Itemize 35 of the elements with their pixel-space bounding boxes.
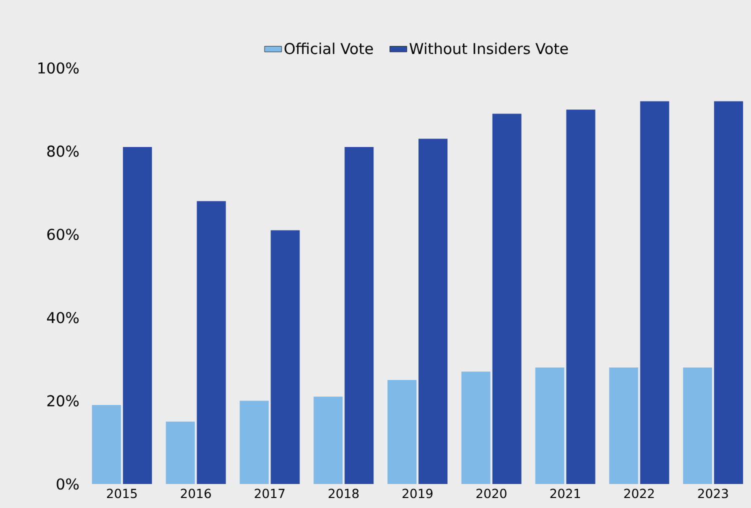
x-tick-label: 2016 bbox=[180, 488, 211, 498]
y-tick-label: 0% bbox=[56, 478, 79, 490]
bar bbox=[240, 400, 269, 484]
legend-label: Official Vote bbox=[284, 42, 373, 54]
x-tick-label: 2022 bbox=[624, 488, 654, 498]
bar bbox=[196, 201, 226, 484]
bar bbox=[418, 138, 448, 484]
x-tick-label: 2019 bbox=[402, 488, 432, 498]
legend-label: Without Insiders Vote bbox=[410, 42, 568, 54]
bar bbox=[683, 368, 712, 484]
bar bbox=[388, 380, 416, 484]
bar bbox=[492, 114, 522, 484]
bar bbox=[92, 404, 121, 484]
x-tick-label: 2021 bbox=[550, 488, 580, 498]
x-tick-label: 2018 bbox=[328, 488, 359, 498]
bar bbox=[535, 368, 564, 484]
bar bbox=[270, 230, 300, 484]
bar bbox=[166, 422, 195, 484]
x-tick-label: 2023 bbox=[698, 488, 728, 498]
y-tick-label: 60% bbox=[47, 228, 79, 240]
bar bbox=[314, 396, 343, 484]
y-tick-label: 100% bbox=[38, 62, 79, 74]
bar bbox=[609, 368, 638, 484]
x-tick-label: 2017 bbox=[254, 488, 284, 498]
y-tick-label: 20% bbox=[47, 395, 79, 406]
x-tick-label: 2015 bbox=[107, 488, 137, 498]
bar bbox=[461, 372, 490, 484]
bar bbox=[344, 147, 374, 484]
y-tick-label: 40% bbox=[47, 312, 79, 324]
bar bbox=[640, 101, 670, 484]
bar bbox=[714, 101, 744, 484]
bar bbox=[566, 110, 596, 484]
bar bbox=[122, 147, 152, 484]
y-tick-label: 80% bbox=[47, 146, 79, 157]
x-tick-label: 2020 bbox=[476, 488, 506, 498]
